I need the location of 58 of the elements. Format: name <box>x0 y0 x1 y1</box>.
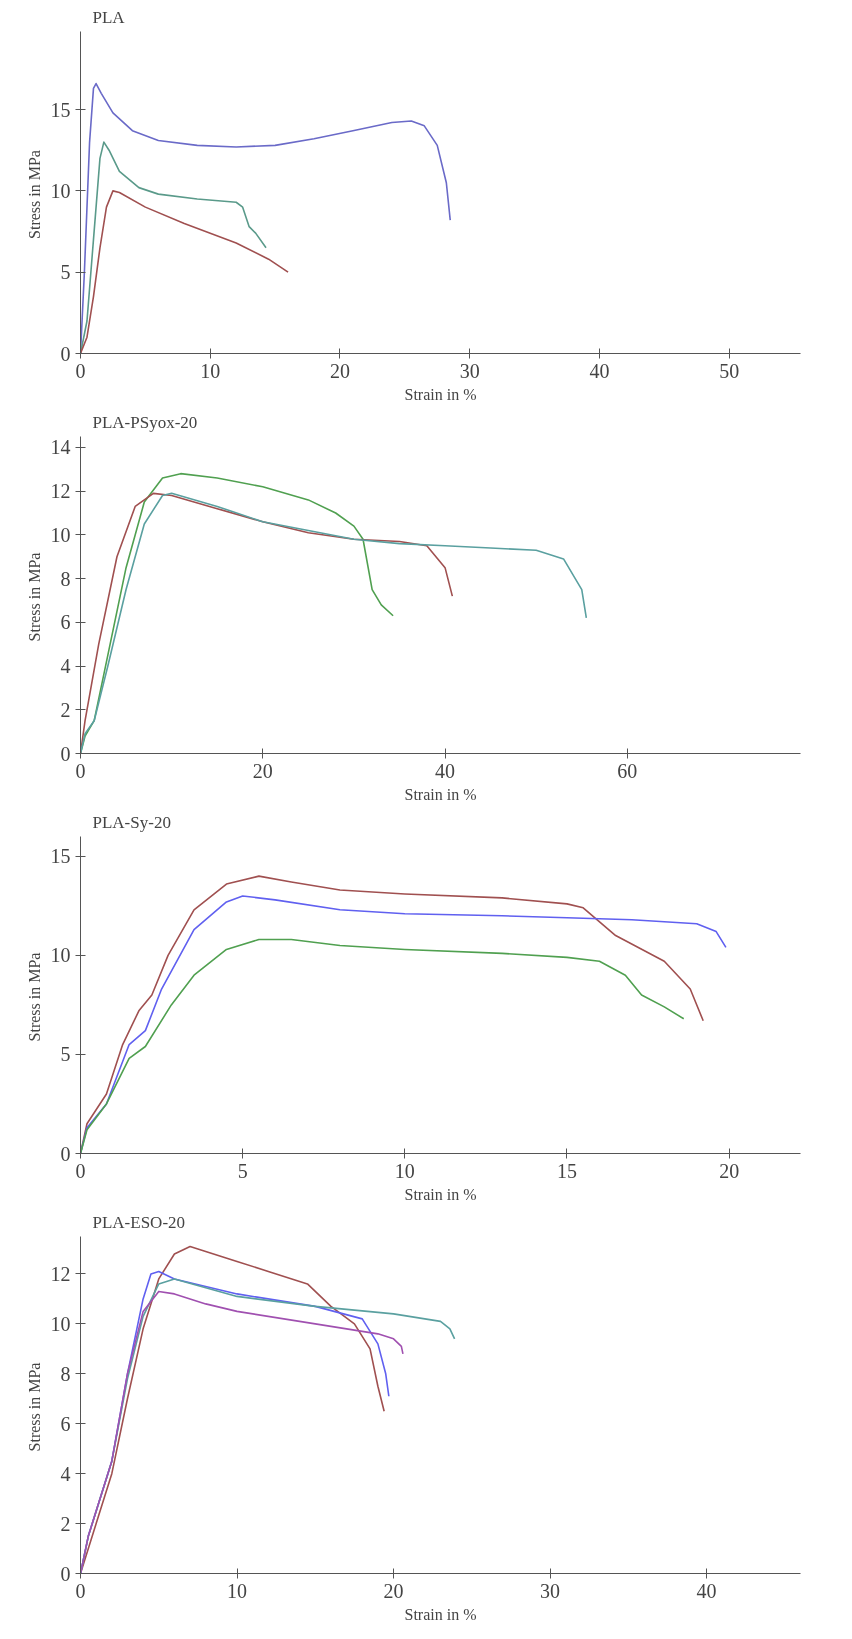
x-tick-label: 40 <box>696 1579 717 1602</box>
x-axis-title: Strain in % <box>404 1185 477 1203</box>
x-tick-label: 40 <box>435 759 456 782</box>
chart-title: PLA <box>92 7 126 27</box>
chart-title: PLA-Sy-20 <box>92 812 171 832</box>
line-series <box>80 492 588 754</box>
y-tick-label: 5 <box>60 261 71 284</box>
line-series <box>80 190 289 354</box>
y-tick-label: 0 <box>60 742 71 765</box>
y-tick-label: 15 <box>50 845 71 868</box>
y-axis-title: Stress in MPa <box>25 552 43 642</box>
y-tick-label: 10 <box>50 179 71 202</box>
y-tick-label: 0 <box>60 1562 71 1585</box>
y-tick-label: 10 <box>50 944 71 967</box>
y-tick-label: 4 <box>60 1462 71 1485</box>
x-tick-label: 10 <box>200 359 221 382</box>
x-axis-title: Strain in % <box>404 785 477 803</box>
y-tick-label: 8 <box>60 567 71 590</box>
x-tick-label: 30 <box>540 1579 561 1602</box>
x-axis-title: Strain in % <box>404 1605 477 1623</box>
y-axis-title: Stress in MPa <box>25 952 43 1042</box>
y-axis-title: Stress in MPa <box>25 150 43 239</box>
y-tick-label: 2 <box>60 698 71 721</box>
y-tick-label: 8 <box>60 1362 71 1385</box>
x-tick-label: 20 <box>329 359 350 382</box>
y-tick-label: 14 <box>50 436 71 459</box>
x-tick-label: 0 <box>75 359 86 382</box>
y-tick-label: 6 <box>60 1412 71 1435</box>
y-tick-label: 12 <box>50 1262 71 1285</box>
line-series <box>80 938 685 1154</box>
x-tick-label: 20 <box>383 1579 404 1602</box>
y-tick-label: 12 <box>50 480 71 503</box>
x-tick-label: 20 <box>252 759 273 782</box>
x-tick-label: 0 <box>75 759 86 782</box>
x-tick-label: 15 <box>556 1159 577 1182</box>
x-tick-label: 50 <box>719 359 740 382</box>
x-axis-title: Strain in % <box>404 385 477 403</box>
y-tick-label: 10 <box>50 523 71 546</box>
y-tick-label: 0 <box>60 342 71 365</box>
y-tick-label: 5 <box>60 1043 71 1066</box>
x-tick-label: 20 <box>719 1159 740 1182</box>
x-tick-label: 10 <box>227 1579 248 1602</box>
y-tick-label: 15 <box>50 98 71 121</box>
y-tick-label: 2 <box>60 1512 71 1535</box>
x-tick-label: 40 <box>589 359 610 382</box>
y-tick-label: 0 <box>60 1142 71 1165</box>
x-tick-label: 30 <box>459 359 480 382</box>
chart-title: PLA-PSyox-20 <box>92 412 198 432</box>
y-axis-title: Stress in MPa <box>25 1362 43 1452</box>
x-tick-label: 5 <box>237 1159 248 1182</box>
y-tick-label: 6 <box>60 611 71 634</box>
y-tick-label: 10 <box>50 1312 71 1335</box>
x-tick-label: 0 <box>75 1579 86 1602</box>
x-tick-label: 60 <box>617 759 638 782</box>
x-tick-label: 0 <box>75 1159 86 1182</box>
x-tick-label: 10 <box>394 1159 415 1182</box>
y-tick-label: 4 <box>60 655 71 678</box>
chart-title: PLA-ESO-20 <box>92 1212 186 1232</box>
